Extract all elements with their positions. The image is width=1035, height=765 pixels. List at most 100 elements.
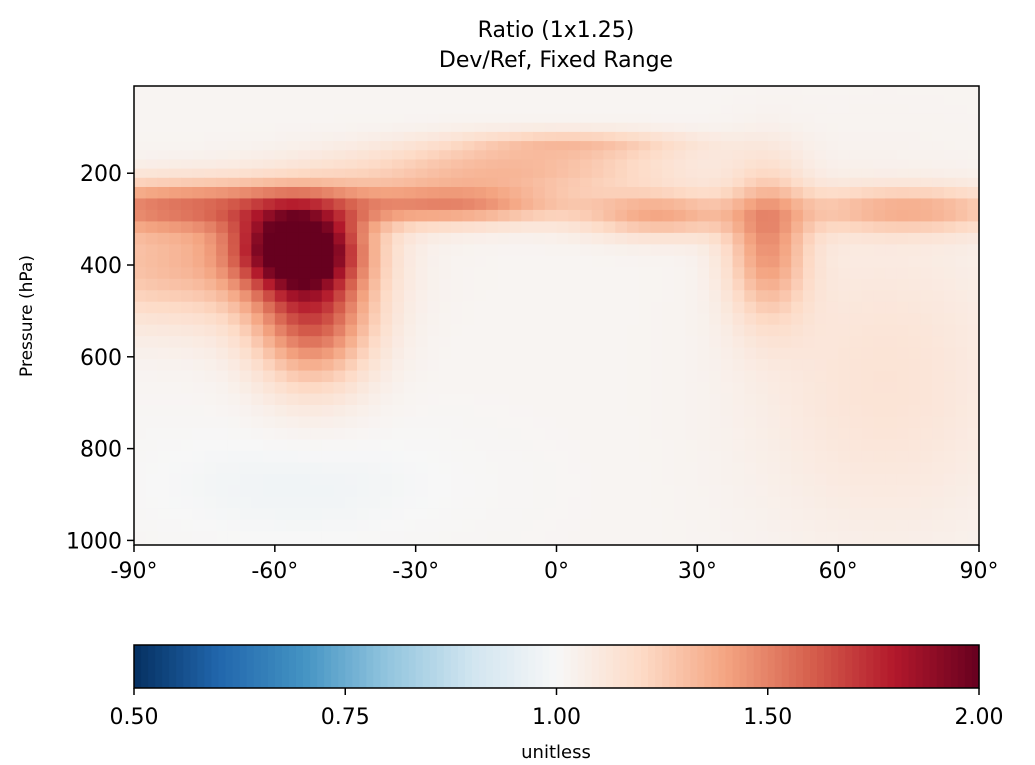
heatmap-cell	[263, 473, 276, 486]
heatmap-cell	[134, 232, 147, 245]
heatmap-cell	[603, 209, 616, 222]
heatmap-cell	[392, 336, 405, 349]
heatmap-cell	[204, 141, 217, 151]
colorbar-tick-label: 2.00	[955, 705, 1004, 730]
heatmap-cell	[450, 405, 464, 418]
heatmap-cell	[814, 519, 828, 532]
heatmap-cell	[450, 150, 464, 161]
heatmap-cell	[380, 186, 393, 200]
heatmap-cell	[873, 496, 886, 509]
heatmap-cell	[239, 113, 252, 124]
heatmap-cell	[134, 347, 147, 360]
heatmap-cell	[908, 198, 921, 211]
heatmap-cell	[544, 104, 558, 115]
heatmap-cell	[932, 150, 945, 161]
y-tick-label: 400	[80, 254, 122, 279]
heatmap-cell	[333, 519, 346, 532]
heatmap-cell	[861, 186, 874, 200]
heatmap-cell	[955, 508, 968, 521]
heatmap-cell	[474, 359, 487, 372]
heatmap-cell	[380, 198, 393, 211]
heatmap-cell	[943, 324, 957, 337]
heatmap-cell	[380, 131, 393, 142]
heatmap-cell	[826, 347, 839, 360]
heatmap-cell	[920, 324, 933, 337]
heatmap-cell	[298, 255, 311, 268]
heatmap-cell	[533, 255, 546, 268]
heatmap-cell	[263, 450, 276, 463]
heatmap-cell	[286, 221, 299, 234]
heatmap-cell	[169, 232, 182, 245]
heatmap-cell	[286, 168, 299, 179]
heatmap-cell	[157, 427, 170, 441]
heatmap-cell	[791, 427, 804, 441]
heatmap-cell	[802, 278, 816, 291]
heatmap-cell	[368, 301, 382, 314]
heatmap-cell	[462, 382, 475, 395]
heatmap-cell	[450, 382, 464, 395]
heatmap-cell	[802, 427, 816, 441]
heatmap-cell	[849, 186, 863, 200]
heatmap-cell	[180, 416, 194, 429]
heatmap-cell	[920, 393, 933, 406]
heatmap-cell	[838, 198, 851, 211]
heatmap-cell	[380, 150, 393, 161]
heatmap-cell	[685, 86, 698, 96]
heatmap-cell	[791, 416, 804, 429]
heatmap-cell	[732, 370, 745, 383]
heatmap-cell	[450, 113, 464, 124]
heatmap-cell	[756, 131, 769, 142]
heatmap-cell	[873, 141, 886, 151]
heatmap-cell	[697, 301, 710, 314]
heatmap-cell	[521, 177, 534, 188]
heatmap-cell	[134, 301, 147, 314]
heatmap-cell	[744, 141, 757, 151]
heatmap-cell	[157, 113, 170, 124]
heatmap-cell	[802, 198, 816, 211]
heatmap-cell	[896, 347, 910, 360]
heatmap-cell	[943, 439, 957, 452]
heatmap-cell	[356, 209, 370, 222]
heatmap-cell	[216, 393, 229, 406]
heatmap-cell	[861, 113, 874, 124]
heatmap-cell	[556, 496, 569, 509]
heatmap-cell	[814, 113, 828, 124]
heatmap-cell	[356, 186, 370, 200]
heatmap-cell	[157, 336, 170, 349]
heatmap-cell	[509, 267, 522, 280]
heatmap-cell	[216, 450, 229, 463]
heatmap-cell	[556, 382, 569, 395]
heatmap-cell	[556, 462, 569, 475]
heatmap-cell	[709, 405, 722, 418]
heatmap-cell	[873, 113, 886, 124]
heatmap-cell	[908, 150, 921, 161]
heatmap-cell	[967, 405, 979, 418]
heatmap-cell	[885, 232, 898, 245]
heatmap-cell	[826, 141, 839, 151]
heatmap-cell	[556, 347, 569, 360]
heatmap-cell	[849, 104, 863, 115]
heatmap-cell	[263, 531, 276, 545]
heatmap-cell	[626, 198, 640, 211]
heatmap-cell	[251, 86, 264, 96]
heatmap-cell	[579, 359, 593, 372]
heatmap-cell	[263, 150, 276, 161]
heatmap-cell	[368, 113, 382, 124]
heatmap-cell	[474, 336, 487, 349]
heatmap-cell	[767, 485, 781, 498]
heatmap-cell	[321, 427, 335, 441]
heatmap-cell	[955, 150, 968, 161]
heatmap-cell	[345, 209, 358, 222]
heatmap-cell	[274, 519, 288, 532]
heatmap-cell	[791, 382, 804, 395]
colorbar-segment	[415, 645, 424, 688]
heatmap-cell	[450, 427, 464, 441]
heatmap-cell	[779, 113, 792, 124]
heatmap-cell	[415, 141, 429, 151]
heatmap-cell	[251, 290, 264, 303]
heatmap-cell	[427, 131, 440, 142]
heatmap-cell	[556, 150, 569, 161]
heatmap-cell	[134, 141, 147, 151]
heatmap-cell	[427, 359, 440, 372]
heatmap-cell	[779, 141, 792, 151]
